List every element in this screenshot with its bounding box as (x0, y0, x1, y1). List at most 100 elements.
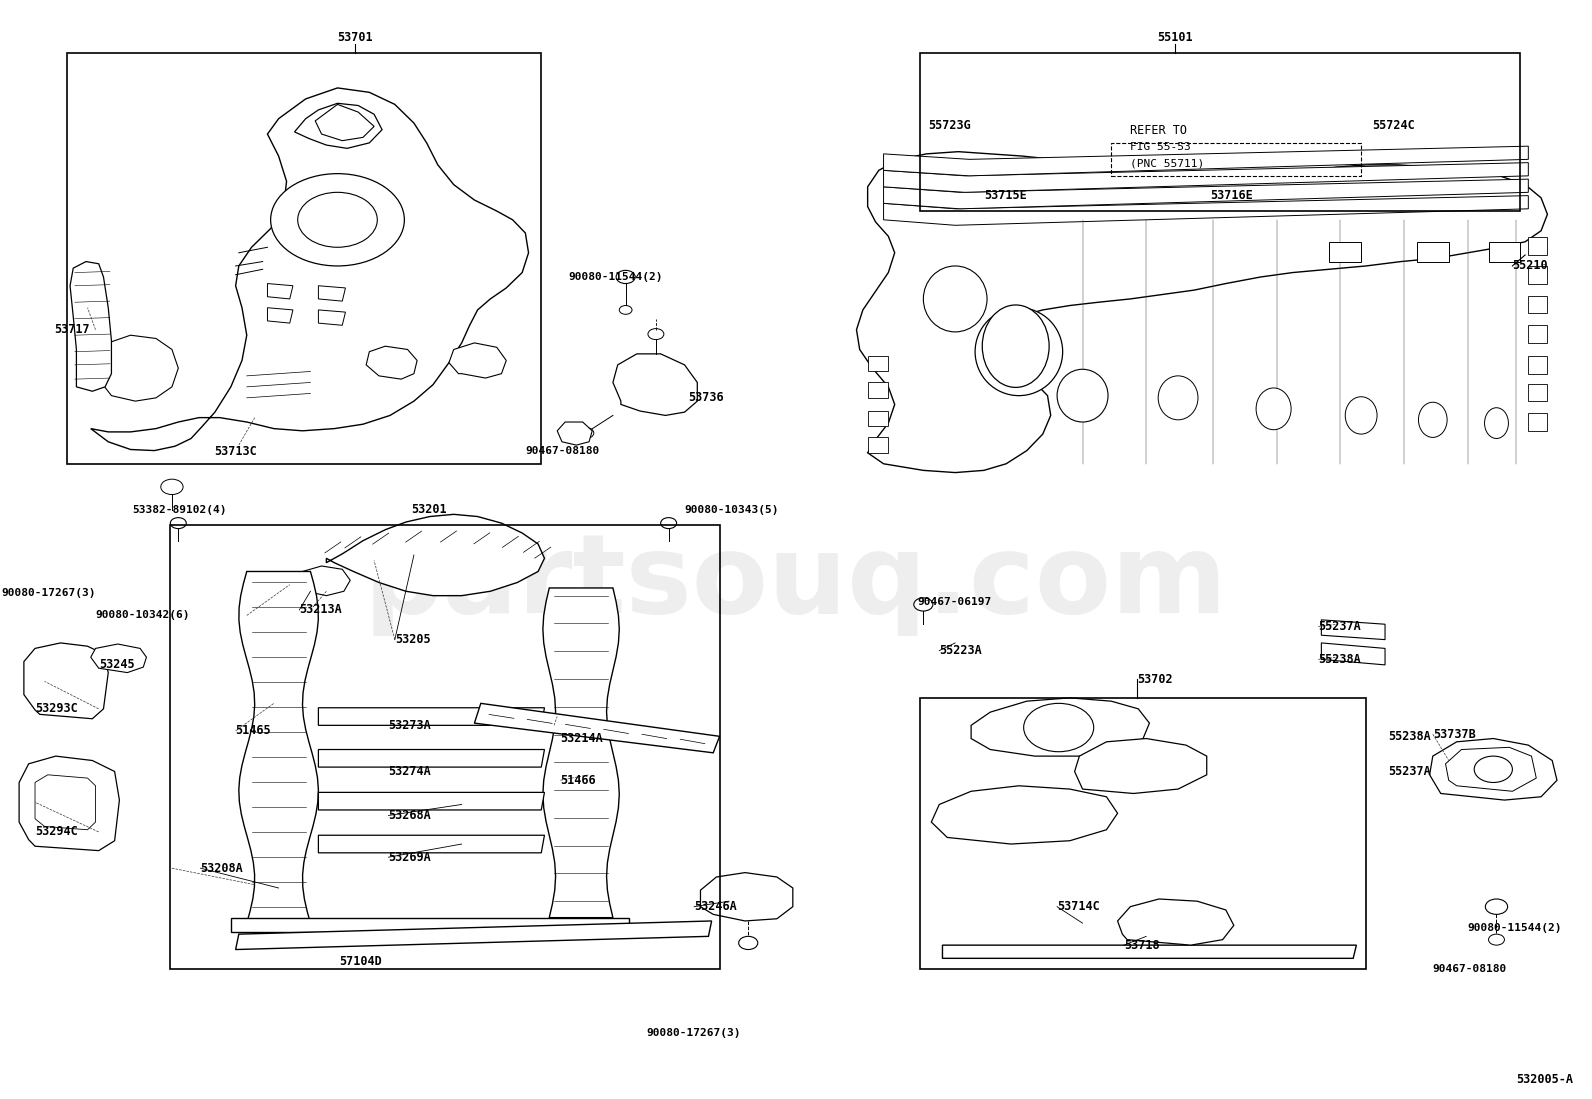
Polygon shape (700, 873, 793, 921)
Polygon shape (868, 437, 888, 453)
Polygon shape (868, 356, 888, 371)
Polygon shape (295, 103, 382, 148)
Circle shape (1024, 703, 1094, 752)
Bar (920, 53, 1520, 211)
Text: 53213A: 53213A (299, 603, 342, 617)
Circle shape (648, 329, 664, 340)
Text: 51465: 51465 (236, 724, 271, 737)
Text: 53737B: 53737B (1433, 728, 1476, 741)
Circle shape (739, 936, 758, 950)
Text: 55101: 55101 (1157, 31, 1192, 44)
Text: 53269A: 53269A (388, 851, 431, 864)
Polygon shape (1329, 242, 1361, 262)
Text: 90467-08180: 90467-08180 (1433, 964, 1508, 975)
Polygon shape (474, 703, 720, 753)
Text: 53208A: 53208A (201, 862, 244, 875)
Polygon shape (1489, 242, 1520, 262)
Text: 53716E: 53716E (1210, 189, 1253, 202)
Polygon shape (96, 335, 178, 401)
Polygon shape (1528, 384, 1547, 401)
Ellipse shape (1484, 408, 1509, 439)
Text: 53713C: 53713C (215, 445, 256, 458)
Polygon shape (884, 196, 1528, 225)
Text: 53717: 53717 (54, 323, 89, 336)
Text: 53245: 53245 (99, 658, 134, 671)
Text: 90080-10343(5): 90080-10343(5) (685, 504, 778, 515)
Polygon shape (318, 792, 544, 810)
Circle shape (271, 174, 404, 266)
Ellipse shape (974, 308, 1063, 396)
Bar (920, 698, 1366, 969)
Circle shape (1485, 899, 1508, 914)
Polygon shape (1430, 739, 1557, 800)
Polygon shape (868, 411, 888, 426)
Polygon shape (1528, 237, 1547, 255)
Polygon shape (19, 756, 119, 851)
Polygon shape (35, 775, 96, 830)
Polygon shape (318, 750, 544, 767)
Polygon shape (557, 422, 592, 445)
Polygon shape (931, 786, 1118, 844)
Text: 55237A: 55237A (1388, 765, 1431, 778)
Text: 90080-11544(2): 90080-11544(2) (568, 271, 662, 282)
Text: 53294C: 53294C (35, 825, 78, 839)
Ellipse shape (1157, 376, 1199, 420)
Polygon shape (1446, 747, 1536, 791)
Polygon shape (1528, 413, 1547, 431)
Circle shape (661, 518, 677, 529)
Text: 55724C: 55724C (1372, 119, 1415, 132)
Polygon shape (318, 310, 345, 325)
Ellipse shape (1345, 397, 1377, 434)
Text: 57104D: 57104D (339, 955, 382, 968)
Text: 53268A: 53268A (388, 809, 431, 822)
Polygon shape (326, 514, 544, 596)
Polygon shape (231, 918, 629, 932)
Text: 53214A: 53214A (560, 732, 603, 745)
Polygon shape (613, 354, 697, 415)
Ellipse shape (982, 304, 1049, 387)
Polygon shape (884, 163, 1528, 192)
Polygon shape (366, 346, 417, 379)
Text: 53273A: 53273A (388, 719, 431, 732)
Bar (1111, 143, 1361, 176)
Polygon shape (971, 698, 1149, 756)
Ellipse shape (1256, 388, 1291, 430)
Text: 55237A: 55237A (1318, 620, 1361, 633)
Text: 55223A: 55223A (939, 644, 982, 657)
Text: 53714C: 53714C (1057, 900, 1100, 913)
Polygon shape (91, 88, 529, 451)
Polygon shape (449, 343, 506, 378)
Circle shape (170, 518, 186, 529)
Polygon shape (318, 286, 345, 301)
Polygon shape (1528, 325, 1547, 343)
Circle shape (578, 428, 594, 439)
Polygon shape (299, 566, 350, 596)
Text: 55238A: 55238A (1388, 730, 1431, 743)
Text: (PNC 55711): (PNC 55711) (1130, 158, 1205, 169)
Circle shape (1474, 756, 1512, 782)
Polygon shape (868, 382, 888, 398)
Polygon shape (318, 708, 544, 725)
Circle shape (1489, 934, 1504, 945)
Text: 90080-10342(6): 90080-10342(6) (96, 610, 189, 621)
Text: 53293C: 53293C (35, 702, 78, 715)
Polygon shape (318, 835, 544, 853)
Ellipse shape (923, 266, 987, 332)
Text: 53702: 53702 (1137, 673, 1172, 686)
Bar (67, 53, 541, 464)
Text: 90467-06197: 90467-06197 (917, 597, 992, 608)
Text: 90080-11544(2): 90080-11544(2) (1468, 922, 1562, 933)
Text: 532005-A: 532005-A (1516, 1073, 1573, 1086)
Polygon shape (24, 643, 108, 719)
Polygon shape (543, 588, 619, 918)
Text: 55210: 55210 (1512, 259, 1547, 273)
Text: 90080-17267(3): 90080-17267(3) (646, 1028, 742, 1039)
Polygon shape (236, 921, 712, 950)
Ellipse shape (1418, 402, 1447, 437)
Polygon shape (1417, 242, 1449, 262)
Text: 55238A: 55238A (1318, 653, 1361, 666)
Polygon shape (884, 179, 1528, 209)
Text: 53274A: 53274A (388, 765, 431, 778)
Bar (170, 525, 720, 969)
Polygon shape (267, 284, 293, 299)
